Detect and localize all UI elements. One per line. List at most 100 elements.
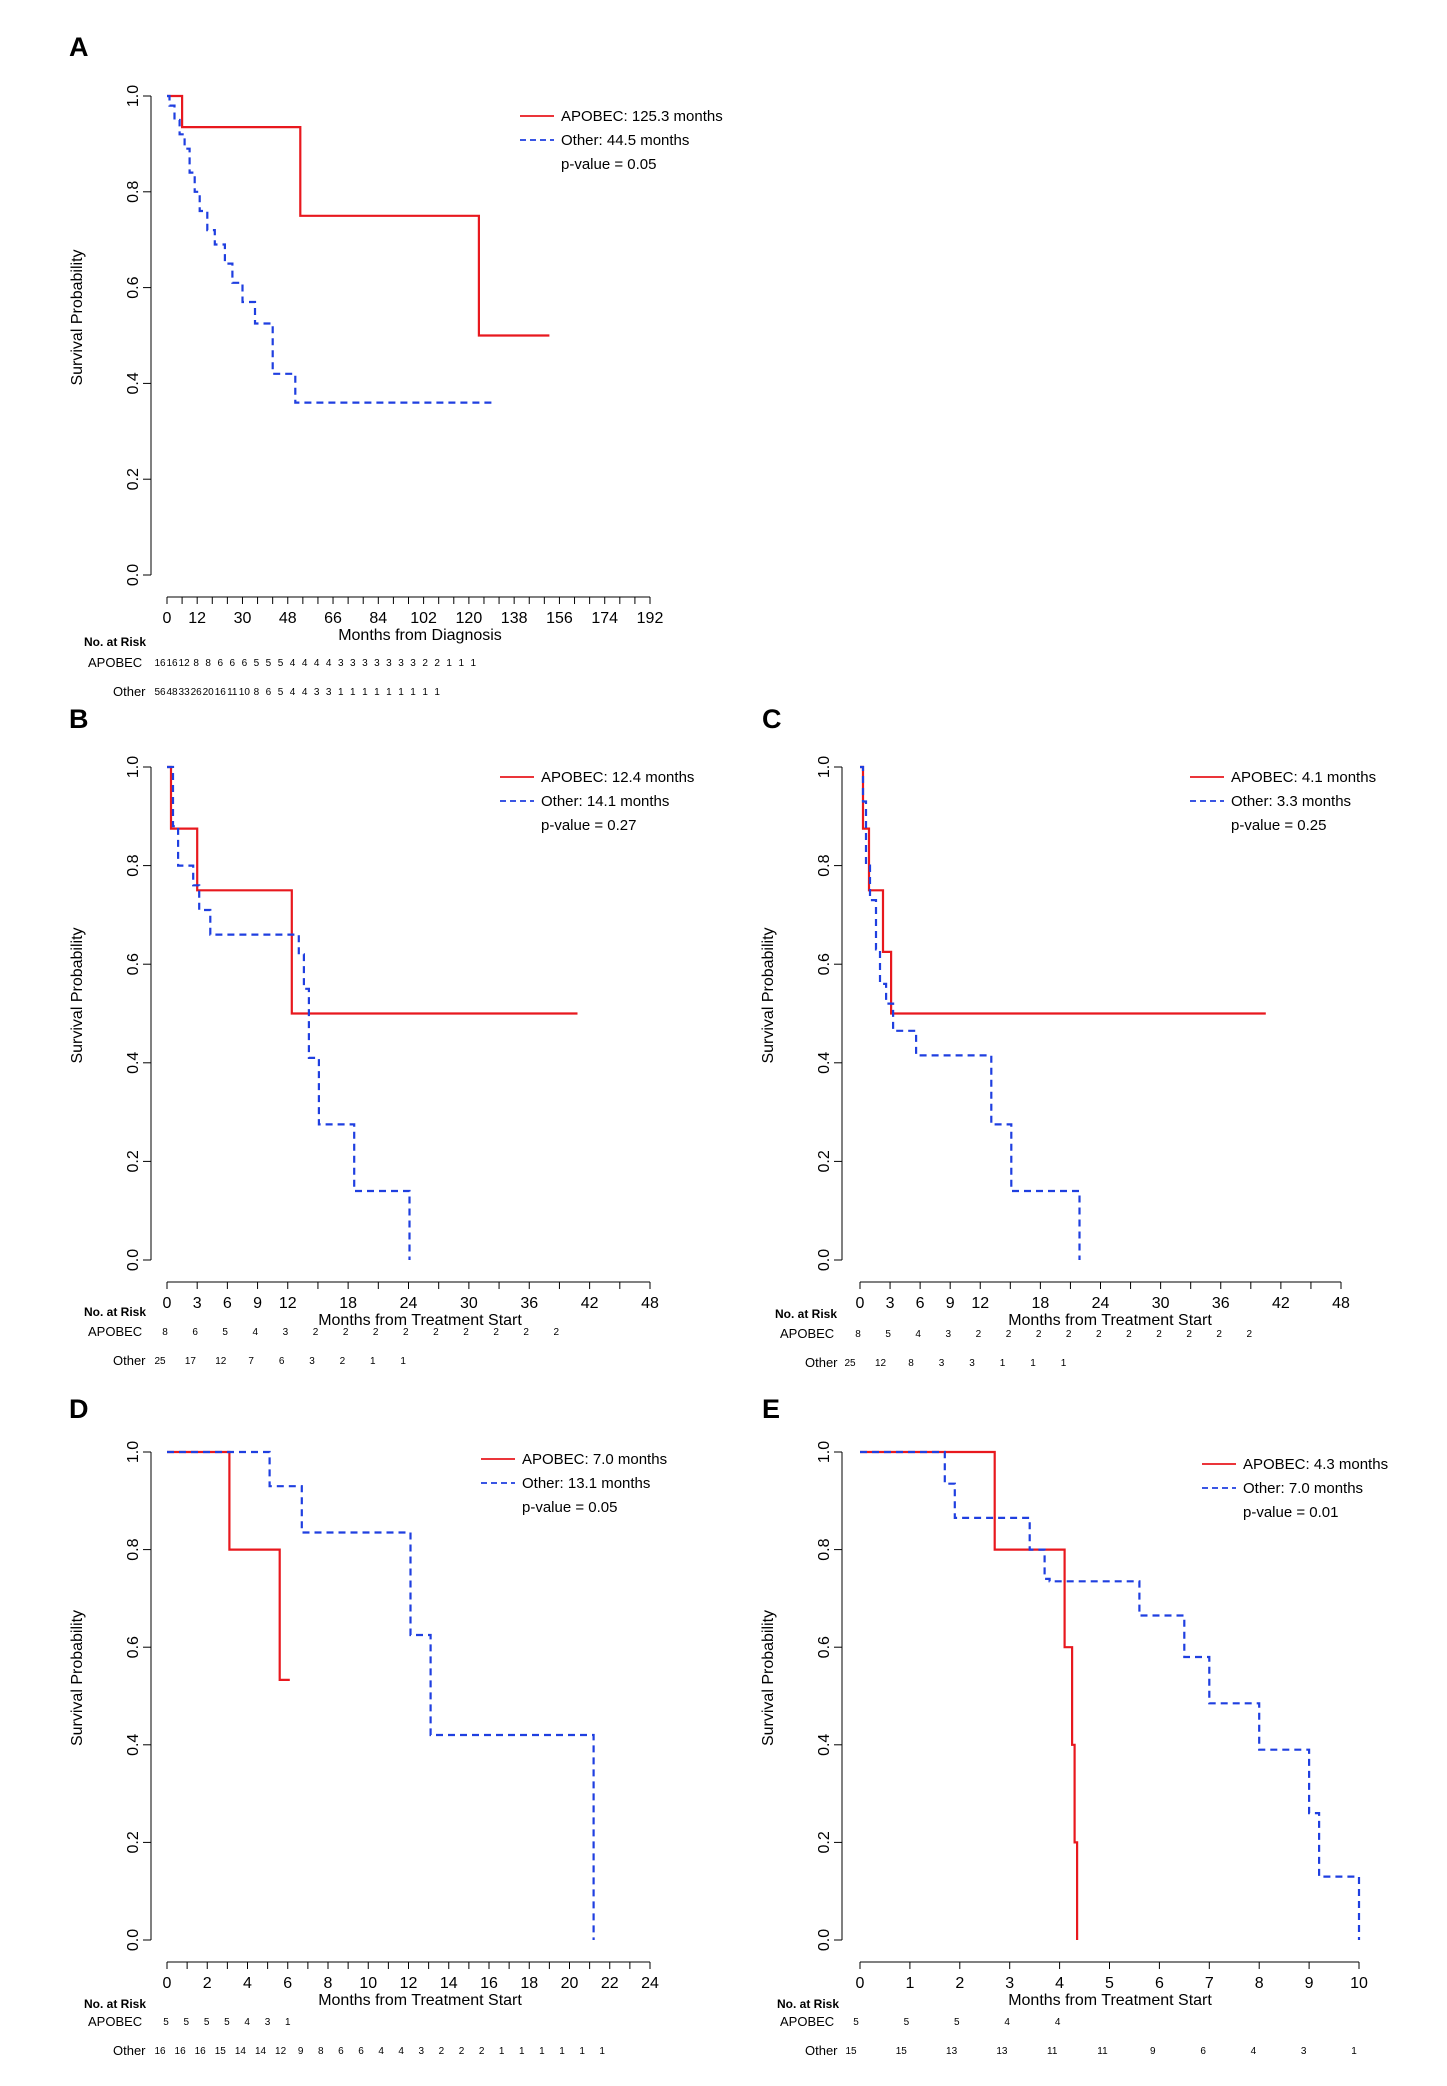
risk-count-other: 11	[1097, 2046, 1108, 2057]
panel-B: B 0.0 0.2 0.4 0.6 0.8 1.0 Survival Probability 0…	[69, 704, 694, 1368]
panel-E: E 0.0 0.2 0.4 0.6 0.8 1.0 Survival Probability 0…	[760, 1394, 1388, 2058]
y-tick-label: 0.6	[125, 276, 142, 298]
risk-count-apobec: 2	[422, 658, 428, 669]
risk-count-other: 16	[195, 2046, 207, 2057]
x-tick-label: 6	[283, 1975, 292, 1992]
risk-count-other: 3	[314, 687, 320, 698]
risk-count-other: 2	[439, 2046, 445, 2057]
risk-count-other: 1	[434, 687, 440, 698]
risk-count-apobec: 5	[184, 2017, 190, 2028]
panel-label: D	[69, 1394, 89, 1424]
x-tick-label: 30	[234, 610, 252, 627]
x-tick-label: 30	[1152, 1295, 1170, 1312]
x-tick-label: 20	[561, 1975, 579, 1992]
x-tick-label: 10	[1350, 1975, 1368, 1992]
risk-count-other: 1	[362, 687, 368, 698]
series-line-apobec	[860, 1450, 1079, 1940]
risk-count-other: 13	[946, 2046, 958, 2057]
y-tick-label: 0.4	[816, 1734, 833, 1756]
x-tick-label: 14	[440, 1975, 458, 1992]
risk-count-other: 10	[239, 687, 251, 698]
risk-count-other: 14	[255, 2046, 267, 2057]
risk-count-other: 17	[185, 1356, 197, 1367]
risk-count-other: 1	[539, 2046, 545, 2057]
risk-count-apobec: 4	[302, 658, 308, 669]
risk-count-other: 20	[203, 687, 215, 698]
series-line-apobec	[167, 94, 550, 337]
panel-label: E	[762, 1394, 780, 1424]
risk-table-title: No. at Risk	[84, 635, 146, 649]
risk-count-other: 16	[154, 2046, 166, 2057]
risk-count-other: 5	[278, 687, 284, 698]
legend-pvalue: p-value = 0.27	[541, 817, 637, 834]
y-tick-label: 0.0	[125, 1929, 142, 1951]
risk-count-apobec: 2	[1156, 1329, 1162, 1340]
risk-count-apobec: 5	[853, 2017, 859, 2028]
x-tick-label: 6	[916, 1295, 925, 1312]
risk-count-apobec: 8	[205, 658, 211, 669]
risk-count-apobec: 4	[244, 2017, 250, 2028]
y-tick-label: 0.8	[125, 854, 142, 876]
risk-count-apobec: 3	[362, 658, 368, 669]
risk-count-other: 1	[559, 2046, 565, 2057]
risk-count-other: 15	[845, 2046, 857, 2057]
risk-count-other: 3	[969, 1358, 975, 1369]
risk-count-other: 1	[1030, 1358, 1036, 1369]
y-tick-label: 0.6	[816, 1636, 833, 1658]
x-tick-label: 16	[480, 1975, 498, 1992]
risk-row-label-apobec: APOBEC	[780, 1326, 834, 1341]
x-tick-label: 102	[410, 610, 437, 627]
risk-count-other: 8	[908, 1358, 914, 1369]
risk-count-other: 1	[1351, 2046, 1357, 2057]
risk-count-apobec: 5	[266, 658, 272, 669]
x-tick-label: 42	[1272, 1295, 1290, 1312]
y-tick-label: 0.0	[125, 1249, 142, 1271]
risk-count-other: 12	[875, 1358, 887, 1369]
risk-count-other: 4	[1251, 2046, 1257, 2057]
risk-table-title: No. at Risk	[84, 1305, 146, 1319]
x-tick-label: 12	[279, 1295, 297, 1312]
risk-count-other: 4	[398, 2046, 404, 2057]
risk-count-apobec: 2	[1006, 1329, 1012, 1340]
risk-count-other: 6	[1200, 2046, 1206, 2057]
y-tick-label: 0.6	[125, 1636, 142, 1658]
y-tick-label: 1.0	[125, 85, 142, 107]
risk-count-other: 16	[175, 2046, 187, 2057]
risk-count-other: 25	[154, 1356, 166, 1367]
risk-count-apobec: 2	[1186, 1329, 1192, 1340]
risk-count-other: 15	[896, 2046, 908, 2057]
risk-count-apobec: 2	[1036, 1329, 1042, 1340]
risk-count-apobec: 2	[343, 1327, 349, 1338]
risk-count-apobec: 16	[166, 658, 178, 669]
risk-count-apobec: 8	[162, 1327, 168, 1338]
risk-count-apobec: 5	[222, 1327, 228, 1338]
risk-count-apobec: 2	[1247, 1329, 1253, 1340]
x-tick-label: 9	[253, 1295, 262, 1312]
panel-label: B	[69, 704, 89, 734]
legend-entry-other: Other: 7.0 months	[1243, 1480, 1363, 1497]
risk-count-other: 1	[499, 2046, 505, 2057]
risk-count-other: 1	[370, 1356, 376, 1367]
legend-pvalue: p-value = 0.05	[561, 156, 657, 173]
risk-row-label-apobec: APOBEC	[88, 655, 142, 670]
risk-count-other: 2	[459, 2046, 465, 2057]
risk-count-apobec: 4	[915, 1329, 921, 1340]
y-tick-label: 0.0	[816, 1929, 833, 1951]
y-tick-label: 0.8	[816, 854, 833, 876]
x-tick-label: 0	[163, 1975, 172, 1992]
y-axis-label: Survival Probability	[69, 249, 86, 385]
y-tick-label: 0.2	[816, 1831, 833, 1853]
panel-A: A 0.0 0.2 0.4 0.6 0.8 1.0 Survival Probability 0…	[69, 32, 723, 699]
risk-count-other: 1	[410, 687, 416, 698]
x-axis-label: Months from Treatment Start	[1008, 1992, 1212, 2009]
x-tick-label: 18	[339, 1295, 357, 1312]
risk-count-other: 1	[579, 2046, 585, 2057]
risk-count-apobec: 6	[217, 658, 223, 669]
x-tick-label: 9	[1305, 1975, 1314, 1992]
risk-count-other: 3	[1301, 2046, 1307, 2057]
x-tick-label: 3	[193, 1295, 202, 1312]
risk-count-apobec: 2	[1126, 1329, 1132, 1340]
risk-count-other: 3	[309, 1356, 315, 1367]
x-tick-label: 18	[520, 1975, 538, 1992]
